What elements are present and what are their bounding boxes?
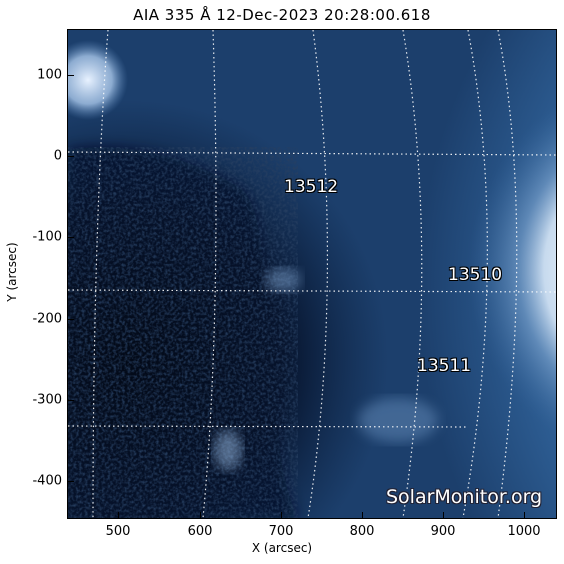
y-tick-mark [67,75,74,76]
x-tick-mark [362,512,363,519]
x-tick-mark [281,512,282,519]
x-tick-label: 700 [268,524,294,539]
image-title: AIA 335 Å 12-Dec-2023 20:28:00.618 [133,6,431,24]
y-tick-label: 100 [37,67,62,83]
y-tick-mark [67,481,74,482]
y-tick-mark [67,156,74,157]
y-tick-mark [67,400,74,401]
x-tick-mark [443,512,444,519]
x-axis-label: X (arcsec) [251,541,313,555]
x-tick-label: 800 [349,524,375,539]
region-label-13511: 13511 [417,356,472,376]
region-label-13510: 13510 [448,265,503,285]
y-tick-mark [67,237,74,238]
x-tick-mark [200,512,201,519]
solar-image-panel: 13512 13510 13511 [67,29,557,519]
y-tick-label: -400 [32,473,62,489]
x-tick-label: 900 [430,524,456,539]
x-tick-label: 500 [105,524,131,539]
y-tick-label: 0 [53,148,62,164]
solar-image [68,30,556,518]
solarmonitor-watermark: SolarMonitor.org [386,486,543,508]
x-tick-mark [118,512,119,519]
y-tick-label: -100 [32,229,62,245]
x-tick-label: 600 [187,524,213,539]
x-tick-label: 1000 [507,524,541,539]
x-tick-mark [524,512,525,519]
y-tick-label: -300 [32,392,62,408]
y-tick-mark [67,319,74,320]
y-tick-label: -200 [32,311,62,327]
y-axis-label: Y (arcsec) [5,242,19,302]
region-label-13512: 13512 [284,177,339,197]
